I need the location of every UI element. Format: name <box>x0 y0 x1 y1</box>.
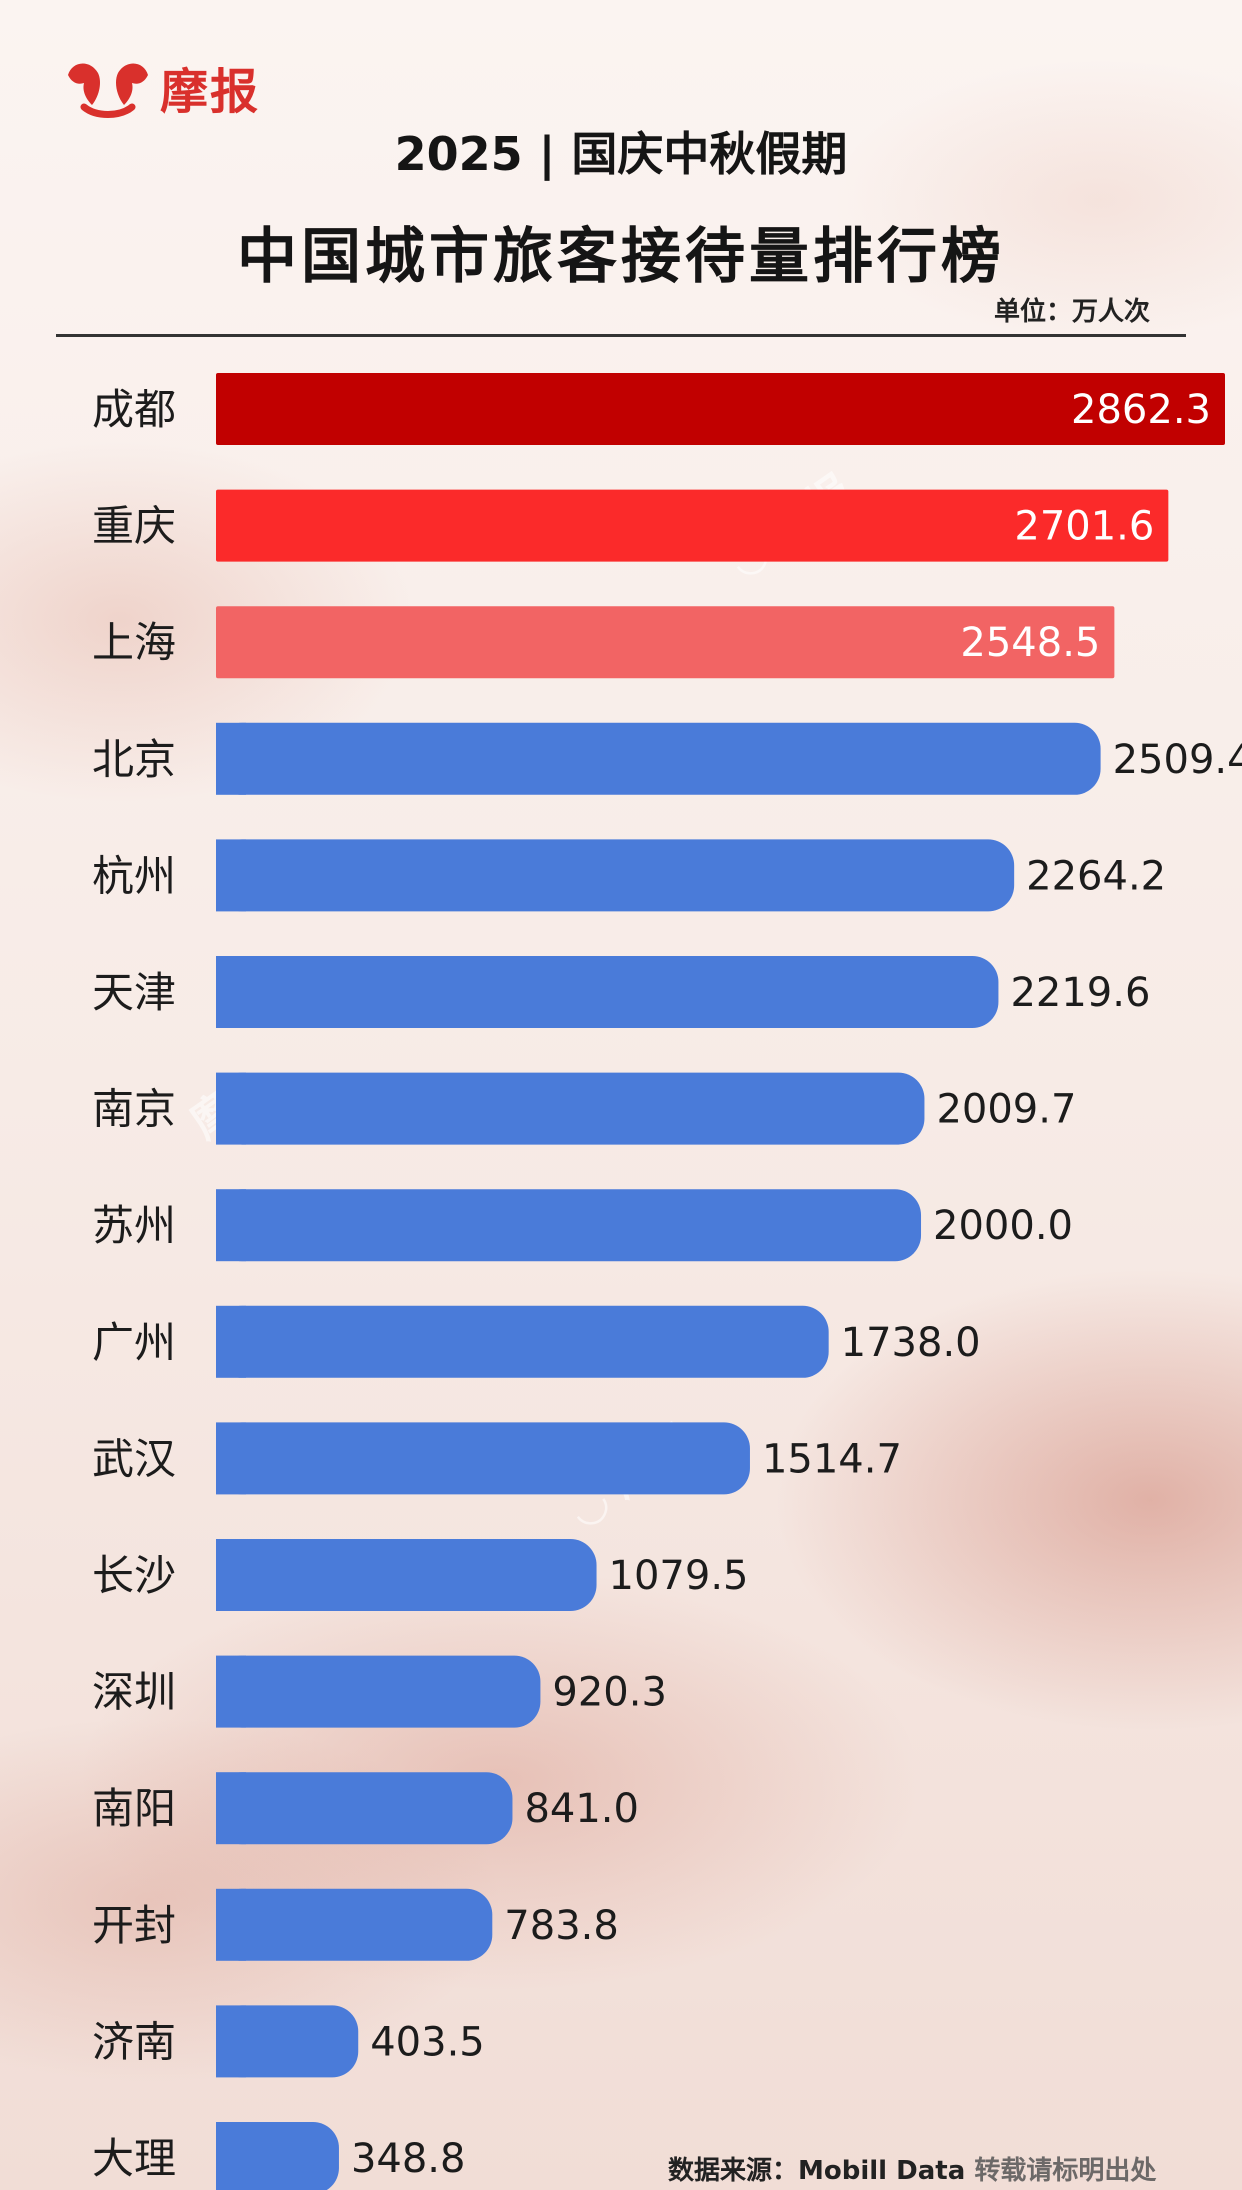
bar-武汉 <box>216 1422 750 1495</box>
value-label: 2862.3 <box>1071 387 1211 433</box>
source-text: 数据来源：Mobill Data <box>668 2156 966 2186</box>
value-label: 1514.7 <box>762 1436 902 1482</box>
bar-北京 <box>216 722 1101 795</box>
city-label: 大理 <box>92 2134 176 2183</box>
bar-left-edge <box>216 839 246 912</box>
city-label: 苏州 <box>92 1201 176 1250</box>
value-label: 2509.4 <box>1113 737 1242 783</box>
bar-left-edge <box>216 956 246 1028</box>
city-label: 重庆 <box>92 502 176 551</box>
city-label: 上海 <box>92 618 176 667</box>
value-label: 2701.6 <box>1014 504 1154 550</box>
value-label: 2219.6 <box>1010 970 1150 1016</box>
city-label: 武汉 <box>92 1434 176 1483</box>
bar-left-edge <box>216 1772 246 1845</box>
city-label: 深圳 <box>92 1668 176 1717</box>
bar-开封 <box>216 1888 493 1961</box>
city-label: 成都 <box>92 385 176 434</box>
brand-name: 摩报 <box>160 64 261 120</box>
bar-left-edge <box>216 722 246 795</box>
bar-成都 <box>216 373 1225 445</box>
bar-杭州 <box>216 839 1015 912</box>
unit-label: 单位：万人次 <box>993 297 1150 327</box>
bar-left-edge <box>216 1655 246 1728</box>
data-source-footer: 数据来源：Mobill Data 转载请标明出处 <box>668 2150 1156 2187</box>
value-label: 2009.7 <box>936 1087 1076 1133</box>
bar-南京 <box>216 1072 925 1145</box>
brand-mark-icon <box>68 63 148 118</box>
city-label: 南京 <box>92 1085 176 1134</box>
title-year-line: 2025 | 国庆中秋假期 <box>394 127 848 181</box>
city-label: 北京 <box>92 735 176 784</box>
value-label: 2264.2 <box>1026 853 1166 899</box>
bar-大理 <box>216 2122 339 2190</box>
value-label: 2548.5 <box>960 620 1100 666</box>
value-label: 348.8 <box>351 2136 466 2182</box>
bar-苏州 <box>216 1189 922 1262</box>
value-label: 841.0 <box>524 1786 639 1832</box>
city-label: 开封 <box>92 1901 176 1950</box>
bar-left-edge <box>216 1072 246 1145</box>
bar-left-edge <box>216 1539 246 1611</box>
value-label: 1738.0 <box>841 1320 981 1366</box>
bar-天津 <box>216 956 999 1028</box>
bar-left-edge <box>216 1305 246 1378</box>
value-label: 1079.5 <box>609 1553 749 1599</box>
bar-left-edge <box>216 1189 246 1262</box>
bar-广州 <box>216 1305 829 1378</box>
bar-left-edge <box>216 1888 246 1961</box>
bar-深圳 <box>216 1655 541 1728</box>
bar-重庆 <box>216 489 1169 562</box>
city-label: 济南 <box>92 2017 176 2066</box>
city-label: 长沙 <box>92 1551 176 1600</box>
bar-济南 <box>216 2005 359 2078</box>
value-label: 920.3 <box>552 1670 667 1716</box>
city-label: 广州 <box>92 1318 176 1367</box>
bar-left-edge <box>216 2122 246 2190</box>
copyright-note: 转载请标明出处 <box>974 2156 1157 2186</box>
bar-长沙 <box>216 1539 597 1611</box>
bar-left-edge <box>216 2005 246 2078</box>
title-divider <box>56 334 1186 337</box>
value-label: 783.8 <box>504 1903 619 1949</box>
value-label: 403.5 <box>370 2019 485 2065</box>
city-label: 天津 <box>92 968 176 1017</box>
brand-logo: 摩报 <box>62 52 260 122</box>
bar-left-edge <box>216 1422 246 1495</box>
bar-上海 <box>216 606 1115 679</box>
city-label: 南阳 <box>92 1784 176 1833</box>
page-title: 中国城市旅客接待量排行榜 <box>237 222 1005 292</box>
city-label: 杭州 <box>92 851 176 900</box>
value-label: 2000.0 <box>933 1203 1073 1249</box>
bar-南阳 <box>216 1772 513 1845</box>
